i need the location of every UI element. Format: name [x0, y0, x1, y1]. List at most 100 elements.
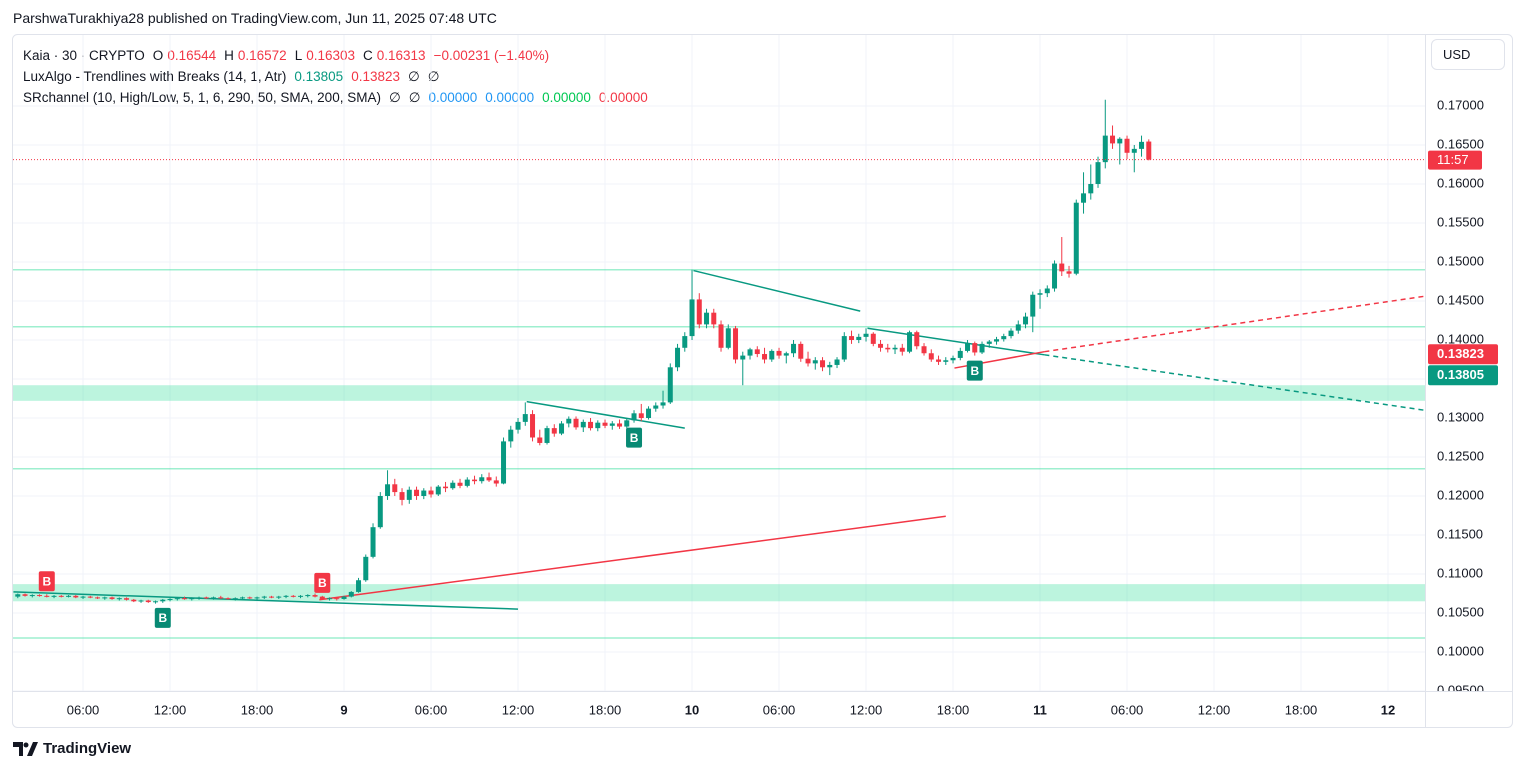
- signal-label: B: [158, 611, 167, 625]
- candle-body: [269, 596, 275, 598]
- indicator-value: ∅: [388, 90, 401, 105]
- candle-body: [950, 357, 956, 361]
- candle-body: [160, 599, 166, 602]
- candle-body: [1044, 288, 1050, 294]
- candle-body: [1008, 330, 1014, 337]
- candle-body: [936, 359, 942, 362]
- candle-body: [428, 490, 434, 495]
- currency-button[interactable]: USD: [1431, 39, 1505, 70]
- y-tick-label: 0.14000: [1437, 331, 1484, 346]
- candle-body: [646, 408, 652, 418]
- change: −0.00231 (−1.40%): [433, 48, 550, 63]
- candle-body: [957, 350, 963, 358]
- candle-body: [551, 428, 557, 434]
- indicator-name: LuxAlgo - Trendlines with Breaks (14, 1,…: [23, 69, 287, 84]
- candle-body: [798, 343, 804, 359]
- trendline: [319, 515, 946, 601]
- candle-body: [138, 600, 144, 602]
- y-tick-label: 0.15000: [1437, 253, 1484, 268]
- trendline: [13, 591, 519, 610]
- candle-body: [740, 355, 746, 360]
- signal-badge: [966, 360, 983, 381]
- indicator-row: LuxAlgo - Trendlines with Breaks (14, 1,…: [23, 66, 656, 87]
- candle-body: [1139, 141, 1145, 149]
- trendline: [1044, 295, 1425, 353]
- indicator-price-badge: [1428, 344, 1498, 365]
- y-tick-label: 0.14500: [1437, 292, 1484, 307]
- y-tick-label: 0.11500: [1437, 526, 1483, 541]
- candle-body: [631, 413, 637, 421]
- y-tick-label: 0.12500: [1437, 448, 1484, 463]
- candle-body: [1088, 183, 1094, 194]
- y-tick-label: 0.10500: [1437, 604, 1484, 619]
- indicator-row: SRchannel (10, High/Low, 5, 1, 6, 290, 5…: [23, 87, 656, 108]
- candle-body: [602, 422, 608, 426]
- candle-body: [261, 596, 267, 598]
- candle-body: [240, 597, 246, 599]
- candle-body: [1023, 316, 1029, 325]
- signal-label: B: [318, 576, 327, 590]
- y-tick-label: 0.13000: [1437, 409, 1484, 424]
- candle-body: [145, 600, 151, 603]
- candle-body: [667, 367, 673, 403]
- signal-badge: [314, 572, 331, 593]
- candle-body: [638, 413, 644, 418]
- candle-body: [254, 597, 260, 599]
- x-tick-label: 9: [340, 702, 347, 717]
- candle-body: [435, 486, 441, 495]
- candle-body: [457, 482, 463, 486]
- candle-body: [370, 527, 376, 557]
- candle-body: [733, 328, 739, 360]
- x-tick-label: 11: [1033, 702, 1047, 717]
- x-tick-label: 06:00: [67, 702, 100, 717]
- candle-body: [189, 598, 195, 600]
- trendline: [867, 327, 1045, 356]
- candle-body: [305, 595, 311, 597]
- candle-body: [116, 598, 122, 600]
- candle-body: [711, 312, 717, 325]
- candle-body: [472, 479, 478, 482]
- candle-body: [363, 556, 369, 581]
- candle-body: [29, 595, 35, 597]
- candle-body: [1095, 162, 1101, 184]
- x-tick-label: 12:00: [850, 702, 883, 717]
- candle-body: [196, 597, 202, 599]
- y-tick-label: 0.10000: [1437, 643, 1484, 658]
- logo: [13, 741, 38, 756]
- candle-body: [414, 489, 420, 496]
- candle-body: [566, 418, 572, 424]
- x-tick-label: 06:00: [415, 702, 448, 717]
- candle-body: [675, 347, 681, 368]
- candle-body: [617, 423, 623, 427]
- candle-body: [580, 421, 586, 428]
- x-tick-label: 18:00: [937, 702, 970, 717]
- candle-body: [812, 360, 818, 364]
- y-tick-label: 0.09500: [1437, 682, 1484, 697]
- candle-body: [827, 364, 833, 368]
- candle-body: [682, 336, 688, 348]
- candle-body: [965, 343, 971, 351]
- candle-body: [443, 486, 449, 489]
- signal-label: B: [42, 574, 51, 588]
- candle-body: [1073, 202, 1079, 274]
- candle-body: [609, 423, 615, 426]
- candle-body: [899, 347, 905, 352]
- symbol: Kaia · 30 · CRYPTO: [23, 48, 145, 63]
- candle-body: [725, 328, 731, 348]
- y-tick-label: 0.17000: [1437, 97, 1484, 112]
- candle-body: [385, 484, 391, 496]
- candle-body: [486, 477, 492, 481]
- candle-body: [356, 580, 362, 592]
- candle-body: [51, 595, 57, 597]
- x-tick-label: 12: [1381, 702, 1395, 717]
- indicator-value: 0.13823: [351, 69, 400, 84]
- candle-body: [225, 598, 231, 600]
- candle-body: [754, 349, 760, 355]
- signal-badge: [154, 607, 171, 628]
- candle-body: [283, 595, 289, 597]
- candle-body: [979, 343, 985, 353]
- ohlc-value: 0.16544: [167, 48, 217, 63]
- candle-body: [1059, 263, 1065, 272]
- candle-body: [1117, 138, 1123, 144]
- candle-body: [1037, 293, 1043, 295]
